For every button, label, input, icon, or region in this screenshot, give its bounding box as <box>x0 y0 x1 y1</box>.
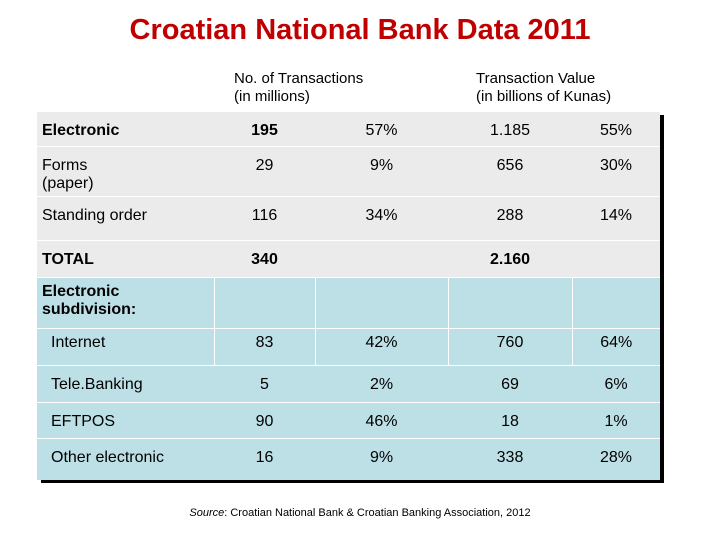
table-row: Tele.Banking 5 2% 69 6% <box>37 365 660 403</box>
value-amount: 288 <box>448 196 572 241</box>
value-header-line1: Transaction Value <box>476 70 596 87</box>
row-label: EFTPOS <box>37 402 214 439</box>
source-prefix: Source <box>189 507 225 519</box>
table-row: Standing order 116 34% 288 14% <box>37 196 660 241</box>
value-percent: 14% <box>572 196 660 241</box>
tx-percent: 57% <box>315 111 448 147</box>
transactions-header-line1: No. of Transactions <box>234 70 364 87</box>
value-amount: 69 <box>448 365 572 403</box>
row-label: TOTAL <box>37 240 214 278</box>
tx-count: 29 <box>214 146 315 197</box>
table-row: Internet 83 42% 760 64% <box>37 328 660 366</box>
value-amount: 2.160 <box>448 240 572 278</box>
tx-percent <box>314 277 448 329</box>
tx-percent: 9% <box>315 438 448 480</box>
row-label: Standing order <box>37 196 214 241</box>
row-label: Forms (paper) <box>37 146 214 197</box>
value-amount: 760 <box>447 328 572 366</box>
transactions-header: No. of Transactions (in millions) <box>234 70 363 106</box>
row-label: Electronic <box>37 111 214 147</box>
tx-count: 83 <box>213 328 315 366</box>
value-amount <box>447 277 572 329</box>
tx-count <box>213 277 315 329</box>
tx-count: 340 <box>214 240 315 278</box>
value-amount: 656 <box>448 146 572 197</box>
tx-percent: 9% <box>315 146 448 197</box>
value-percent <box>572 240 660 278</box>
tx-percent: 42% <box>314 328 448 366</box>
tx-count: 116 <box>214 196 315 241</box>
row-label: Electronic subdivision: <box>37 277 214 329</box>
value-percent: 6% <box>572 365 660 403</box>
value-percent: 64% <box>571 328 660 366</box>
value-amount: 18 <box>448 402 572 439</box>
tx-count: 5 <box>214 365 315 403</box>
tx-percent: 2% <box>315 365 448 403</box>
value-amount: 1.185 <box>448 111 572 147</box>
tx-count: 16 <box>214 438 315 480</box>
tx-count: 90 <box>214 402 315 439</box>
value-header-line2: (in billions of Kunas) <box>476 88 612 105</box>
source-text: : Croatian National Bank & Croatian Bank… <box>224 507 531 519</box>
row-label: Other electronic <box>37 438 214 480</box>
value-percent: 28% <box>572 438 660 480</box>
tx-percent: 46% <box>315 402 448 439</box>
tx-percent: 34% <box>315 196 448 241</box>
row-label-line1: Forms <box>42 157 88 174</box>
value-header: Transaction Value (in billions of Kunas) <box>476 70 611 106</box>
value-percent: 55% <box>572 111 660 147</box>
page-title: Croatian National Bank Data 2011 <box>129 14 591 46</box>
row-label-line1: Electronic <box>42 283 120 300</box>
source-note: Source: Croatian National Bank & Croatia… <box>0 507 720 519</box>
tx-count: 195 <box>214 111 315 147</box>
bank-data-table: Electronic 195 57% 1.185 55% Forms (pape… <box>37 111 660 480</box>
table-row: Forms (paper) 29 9% 656 30% <box>37 146 660 197</box>
row-label: Internet <box>37 328 214 366</box>
table-row: Electronic 195 57% 1.185 55% <box>37 111 660 147</box>
table-row: Other electronic 16 9% 338 28% <box>37 438 660 480</box>
value-amount: 338 <box>448 438 572 480</box>
table-row: TOTAL 340 2.160 <box>37 240 660 278</box>
value-percent <box>571 277 660 329</box>
row-label-line2: (paper) <box>42 175 94 192</box>
row-label-line2: subdivision: <box>42 301 137 318</box>
table-row: Electronic subdivision: <box>37 277 660 329</box>
value-percent: 1% <box>572 402 660 439</box>
tx-percent <box>315 240 448 278</box>
row-label: Tele.Banking <box>37 365 214 403</box>
transactions-header-line2: (in millions) <box>234 88 310 105</box>
value-percent: 30% <box>572 146 660 197</box>
table-row: EFTPOS 90 46% 18 1% <box>37 402 660 439</box>
